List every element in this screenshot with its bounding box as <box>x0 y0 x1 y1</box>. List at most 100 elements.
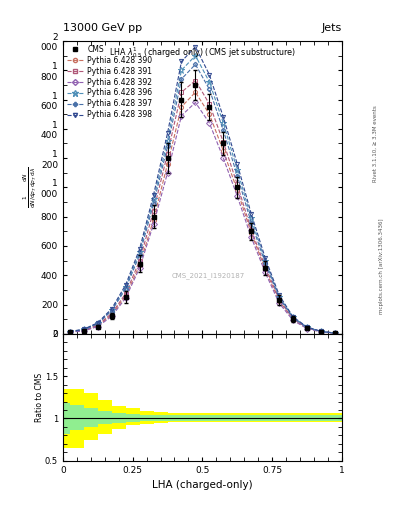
Pythia 6.428 397 <box>165 143 170 150</box>
Pythia 6.428 398 <box>68 329 72 335</box>
Pythia 6.428 398 <box>165 130 170 136</box>
Pythia 6.428 390 <box>249 230 253 236</box>
Pythia 6.428 397 <box>319 329 323 335</box>
Pythia 6.428 392 <box>235 193 240 199</box>
Pythia 6.428 392 <box>109 313 114 319</box>
Pythia 6.428 397 <box>123 286 128 292</box>
Pythia 6.428 391 <box>263 264 268 270</box>
Pythia 6.428 398 <box>151 191 156 198</box>
Pythia 6.428 397 <box>249 220 253 226</box>
Pythia 6.428 391 <box>179 89 184 95</box>
Pythia 6.428 390 <box>319 329 323 335</box>
Text: CMS_2021_I1920187: CMS_2021_I1920187 <box>171 272 244 279</box>
Pythia 6.428 396 <box>81 327 86 333</box>
Pythia 6.428 398 <box>193 44 198 50</box>
Pythia 6.428 396 <box>277 293 281 300</box>
Pythia 6.428 398 <box>221 114 226 120</box>
Pythia 6.428 390 <box>68 329 72 335</box>
Text: Jets: Jets <box>321 23 342 33</box>
Pythia 6.428 398 <box>332 330 337 336</box>
Pythia 6.428 391 <box>109 310 114 316</box>
Pythia 6.428 398 <box>263 254 268 261</box>
Pythia 6.428 391 <box>95 322 100 328</box>
Pythia 6.428 396 <box>263 258 268 264</box>
Pythia 6.428 397 <box>221 127 226 133</box>
Line: Pythia 6.428 390: Pythia 6.428 390 <box>68 90 337 335</box>
Pythia 6.428 397 <box>235 173 240 179</box>
Pythia 6.428 397 <box>193 61 198 68</box>
Pythia 6.428 397 <box>332 330 337 336</box>
Pythia 6.428 398 <box>123 282 128 288</box>
Text: 13000 GeV pp: 13000 GeV pp <box>63 23 142 33</box>
Pythia 6.428 396 <box>332 330 337 336</box>
Pythia 6.428 398 <box>81 326 86 332</box>
Pythia 6.428 396 <box>207 79 212 85</box>
Pythia 6.428 396 <box>179 67 184 73</box>
Legend: CMS, Pythia 6.428 390, Pythia 6.428 391, Pythia 6.428 392, Pythia 6.428 396, Pyt: CMS, Pythia 6.428 390, Pythia 6.428 391,… <box>65 43 154 121</box>
Pythia 6.428 392 <box>137 265 142 271</box>
Pythia 6.428 397 <box>291 315 296 321</box>
X-axis label: LHA (charged-only): LHA (charged-only) <box>152 480 253 490</box>
Pythia 6.428 396 <box>123 284 128 290</box>
Text: mcplots.cern.ch [arXiv:1306.3436]: mcplots.cern.ch [arXiv:1306.3436] <box>380 219 384 314</box>
Pythia 6.428 390 <box>221 148 226 154</box>
Pythia 6.428 397 <box>305 325 309 331</box>
Pythia 6.428 391 <box>235 181 240 187</box>
Pythia 6.428 391 <box>249 227 253 233</box>
Pythia 6.428 392 <box>249 234 253 240</box>
Pythia 6.428 397 <box>109 308 114 314</box>
Pythia 6.428 391 <box>81 327 86 333</box>
Pythia 6.428 391 <box>68 329 72 335</box>
Pythia 6.428 397 <box>207 86 212 92</box>
Pythia 6.428 398 <box>277 292 281 298</box>
Pythia 6.428 396 <box>249 215 253 221</box>
Pythia 6.428 396 <box>68 329 72 335</box>
Pythia 6.428 396 <box>109 307 114 313</box>
Pythia 6.428 392 <box>305 326 309 332</box>
Pythia 6.428 392 <box>123 295 128 301</box>
Pythia 6.428 392 <box>221 155 226 161</box>
Pythia 6.428 397 <box>179 76 184 82</box>
Pythia 6.428 398 <box>249 211 253 217</box>
Pythia 6.428 397 <box>95 321 100 327</box>
Pythia 6.428 391 <box>221 139 226 145</box>
Pythia 6.428 391 <box>151 208 156 214</box>
Pythia 6.428 397 <box>151 201 156 207</box>
Pythia 6.428 390 <box>81 328 86 334</box>
Pythia 6.428 391 <box>207 101 212 107</box>
Pythia 6.428 396 <box>305 324 309 330</box>
Pythia 6.428 398 <box>109 306 114 312</box>
Pythia 6.428 391 <box>277 296 281 303</box>
Pythia 6.428 397 <box>68 329 72 335</box>
Pythia 6.428 390 <box>95 323 100 329</box>
Pythia 6.428 392 <box>193 99 198 105</box>
Pythia 6.428 396 <box>137 249 142 255</box>
Pythia 6.428 390 <box>179 104 184 110</box>
Pythia 6.428 392 <box>291 317 296 324</box>
Line: Pythia 6.428 391: Pythia 6.428 391 <box>68 78 337 335</box>
Pythia 6.428 392 <box>68 329 72 335</box>
Pythia 6.428 396 <box>319 328 323 334</box>
Pythia 6.428 398 <box>319 328 323 334</box>
Pythia 6.428 390 <box>291 316 296 323</box>
Pythia 6.428 390 <box>165 161 170 167</box>
Pythia 6.428 390 <box>123 293 128 299</box>
Pythia 6.428 391 <box>319 329 323 335</box>
Pythia 6.428 392 <box>151 221 156 227</box>
Y-axis label: Ratio to CMS: Ratio to CMS <box>35 373 44 422</box>
Pythia 6.428 390 <box>332 330 337 336</box>
Pythia 6.428 392 <box>81 328 86 334</box>
Pythia 6.428 391 <box>123 290 128 296</box>
Pythia 6.428 397 <box>277 295 281 301</box>
Pythia 6.428 390 <box>277 298 281 304</box>
Pythia 6.428 396 <box>151 196 156 202</box>
Pythia 6.428 398 <box>305 324 309 330</box>
Pythia 6.428 391 <box>165 151 170 157</box>
Pythia 6.428 391 <box>305 325 309 331</box>
Pythia 6.428 390 <box>151 217 156 223</box>
Pythia 6.428 396 <box>165 138 170 144</box>
Pythia 6.428 398 <box>207 72 212 78</box>
Pythia 6.428 396 <box>235 167 240 173</box>
Pythia 6.428 397 <box>81 327 86 333</box>
Pythia 6.428 396 <box>193 53 198 59</box>
